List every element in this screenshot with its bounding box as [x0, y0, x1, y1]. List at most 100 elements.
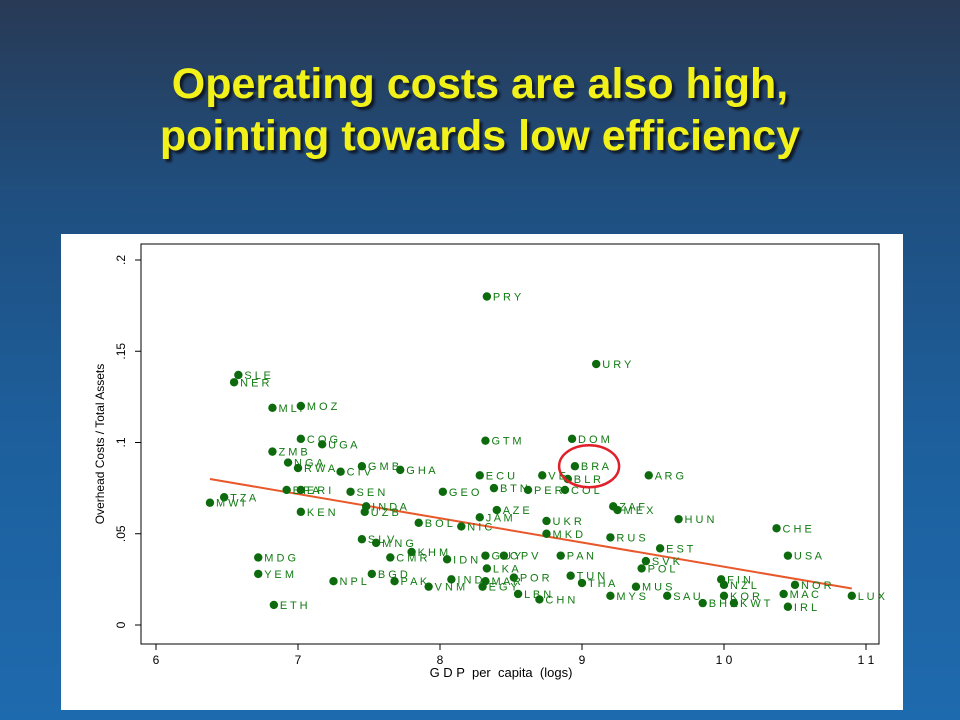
- point-label: E T H: [280, 600, 308, 612]
- data-point: [254, 569, 263, 579]
- point-label: U R Y: [602, 359, 632, 371]
- x-tick-label: 6: [153, 653, 160, 667]
- point-label: P O L: [648, 563, 676, 575]
- data-point: [229, 378, 239, 387]
- point-label: C P V: [510, 551, 539, 563]
- point-label: M E X: [624, 505, 655, 517]
- data-point: [282, 485, 291, 495]
- data-point: [570, 462, 580, 471]
- point-label: I N D: [457, 574, 482, 586]
- data-point: [481, 551, 490, 560]
- data-point: [424, 582, 433, 591]
- data-point: [357, 462, 367, 471]
- data-point: [254, 553, 263, 562]
- point-label: E C U: [486, 470, 515, 482]
- data-point: [329, 577, 338, 586]
- data-point: [631, 582, 641, 591]
- fit-line-group: [209, 478, 852, 590]
- data-point: [783, 551, 793, 560]
- data-point: [644, 471, 653, 480]
- point-label: A Z E: [503, 505, 530, 517]
- point-label: P R Y: [493, 292, 522, 304]
- point-label: R W A: [304, 463, 336, 475]
- data-point: [577, 578, 587, 588]
- data-point: [847, 591, 856, 600]
- point-label: N E R: [240, 377, 269, 389]
- point-label: M A C: [790, 589, 819, 601]
- data-point: [457, 522, 466, 531]
- point-label: Y E M: [264, 569, 294, 581]
- point-label: N O R: [801, 580, 832, 592]
- y-tick-label: .1: [114, 437, 128, 447]
- point-label: V N M: [435, 582, 466, 594]
- data-point: [556, 551, 565, 560]
- data-point: [407, 547, 416, 557]
- data-point: [790, 580, 800, 590]
- data-point: [478, 582, 487, 591]
- x-axis-label: G D P per capita (logs): [430, 665, 573, 680]
- point-label: M N G: [382, 538, 414, 550]
- y-tick-label: .05: [114, 525, 128, 542]
- data-point: [492, 505, 501, 515]
- data-point: [509, 573, 519, 582]
- point-label: S E N: [357, 487, 386, 499]
- x-tick-label: 1 0: [716, 653, 733, 667]
- point-label: E S T: [666, 543, 694, 555]
- point-label: P O R: [520, 573, 550, 585]
- data-point: [283, 458, 293, 467]
- point-label: S L E: [244, 370, 270, 382]
- data-point: [606, 533, 615, 542]
- point-label: B R A: [581, 461, 610, 473]
- y-axis-label: Overhead Costs / Total Assets: [93, 364, 107, 525]
- data-point: [205, 498, 215, 507]
- point-label: M L I: [278, 403, 302, 415]
- data-point: [296, 434, 306, 444]
- point-label: G M B: [368, 461, 399, 473]
- data-point: [655, 544, 665, 553]
- data-point: [482, 564, 492, 573]
- data-point: [293, 463, 303, 473]
- data-point: [475, 471, 484, 480]
- highlight-circle: [557, 443, 621, 489]
- data-point: [567, 434, 577, 444]
- slide-title: Operating costs are also high, pointing …: [0, 58, 960, 162]
- point-label: G E O: [449, 487, 480, 499]
- point-label: L K A: [493, 563, 520, 575]
- point-label: N Z L: [730, 580, 757, 592]
- data-point: [535, 595, 544, 604]
- point-label: C H N: [545, 594, 575, 606]
- data-point: [499, 551, 509, 560]
- data-point: [386, 553, 395, 562]
- data-point: [475, 513, 484, 522]
- data-point: [234, 370, 243, 380]
- data-point: [698, 598, 707, 608]
- point-label: M U S: [642, 582, 673, 594]
- point-label: G T M: [491, 436, 521, 448]
- point-label: G H A: [406, 465, 436, 477]
- data-point: [414, 518, 423, 527]
- data-point: [317, 440, 327, 449]
- point-label: N I C: [467, 521, 492, 533]
- data-point: [542, 516, 551, 526]
- data-point: [613, 505, 622, 515]
- data-point: [390, 577, 399, 586]
- point-label: U S A: [794, 551, 823, 563]
- data-point: [538, 471, 547, 480]
- data-point: [523, 485, 533, 495]
- point-label: Z A F: [619, 501, 645, 513]
- point-label: T H A: [588, 578, 616, 590]
- point-label: N P L: [340, 576, 367, 588]
- highlight-group: [557, 443, 621, 489]
- point-label: T Z A: [230, 492, 257, 504]
- point-label: P A K: [401, 576, 428, 588]
- slide-title-line-1: Operating costs are also high,: [171, 60, 789, 108]
- slide-title-line-2: pointing towards low efficiency: [159, 112, 801, 160]
- point-label: S A U: [673, 591, 701, 603]
- data-point: [489, 483, 499, 493]
- data-point: [783, 602, 793, 611]
- data-point: [360, 507, 369, 517]
- data-point: [296, 401, 306, 411]
- data-point: [641, 556, 651, 566]
- data-point: [219, 493, 229, 502]
